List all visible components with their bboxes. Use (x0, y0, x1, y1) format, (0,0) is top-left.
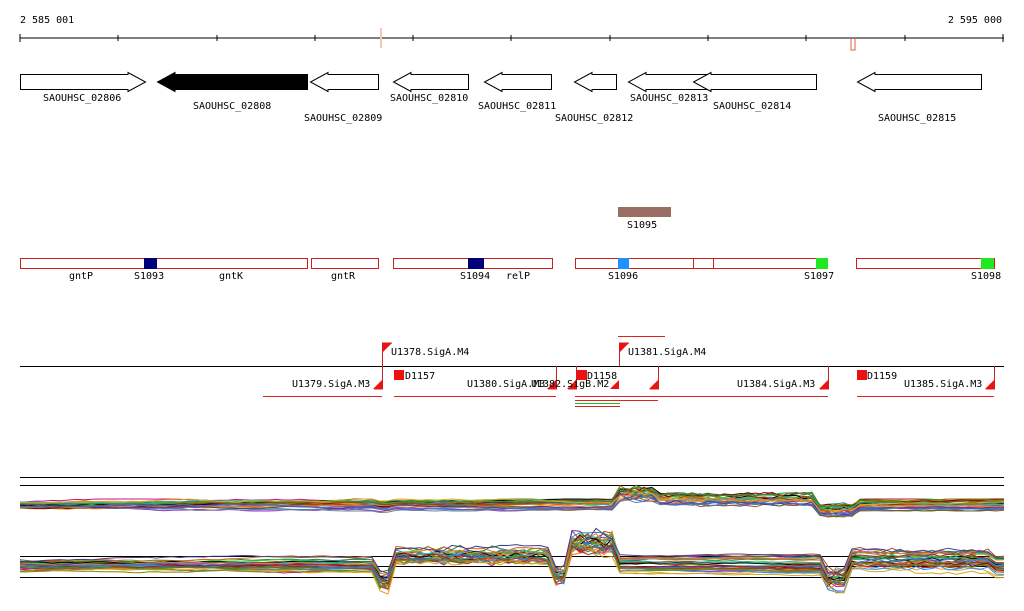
expression-trace (19, 540, 1005, 589)
segment-block[interactable] (468, 258, 484, 269)
segment-block[interactable] (618, 258, 629, 269)
transcription-region[interactable] (575, 258, 694, 269)
gene-label: SAOUHSC_02809 (304, 113, 382, 124)
coordinate-ruler: 2 585 001 2 595 000 (19, 15, 1004, 51)
expression-trace (19, 534, 1005, 579)
gene-label: SAOUHSC_02810 (390, 93, 468, 104)
gene-arrow[interactable] (20, 71, 147, 93)
gene-arrow[interactable] (483, 71, 552, 93)
ruler-marker (850, 38, 856, 51)
segment-bar[interactable] (618, 207, 671, 217)
transcription-region[interactable] (20, 258, 308, 269)
gene-arrow[interactable] (392, 71, 469, 93)
promoter-box[interactable] (394, 370, 404, 380)
ruler-marker (380, 28, 382, 48)
transcription-region[interactable] (311, 258, 379, 269)
gene-arrow[interactable] (309, 71, 379, 93)
gene-label: SAOUHSC_02814 (713, 101, 791, 112)
d-label: D1157 (405, 371, 435, 382)
segment-label: S1097 (804, 271, 834, 282)
expression-trace (19, 527, 1005, 574)
region-label: gntK (219, 271, 243, 282)
gene-arrow[interactable] (856, 71, 982, 93)
expression-trace (19, 543, 1005, 595)
region-label: relP (506, 271, 530, 282)
gene-label: SAOUHSC_02815 (878, 113, 956, 124)
expression-trace (20, 543, 1005, 589)
gene-arrow[interactable] (573, 71, 617, 93)
segment-track: S1095 gntP gntK gntR relP S1093 S1094 S1… (20, 207, 1001, 282)
transcription-region[interactable] (713, 258, 828, 269)
promoter-label: U1380.SigA.M3 (467, 379, 545, 390)
promoter-label: U1379.SigA.M3 (292, 379, 370, 390)
d-label: D1158 (587, 371, 617, 382)
promoter-track: U1378.SigA.M4 U1381.SigA.M4 U1379.SigA.M… (20, 336, 1004, 407)
segment-block[interactable] (144, 258, 157, 269)
scale-start-label: 2 585 001 (20, 15, 74, 26)
segment-label: S1096 (608, 271, 638, 282)
expression-trace (19, 530, 1005, 578)
segment-block[interactable] (816, 258, 828, 269)
gene-label: SAOUHSC_02806 (43, 93, 121, 104)
region-label: gntR (331, 271, 356, 282)
promoter-label: U1385.SigA.M3 (904, 379, 982, 390)
gene-label: SAOUHSC_02813 (630, 93, 708, 104)
d-label: D1159 (867, 371, 897, 382)
scale-end-label: 2 595 000 (948, 15, 1002, 26)
expression-trace (19, 487, 1005, 509)
promoter-label: U1378.SigA.M4 (391, 347, 469, 358)
gene-track (20, 71, 982, 93)
segment-label: S1098 (971, 271, 1001, 282)
gene-arrow[interactable] (156, 71, 308, 93)
transcription-region[interactable] (856, 258, 995, 269)
expression-trace (19, 488, 1004, 512)
expression-trace (19, 496, 1005, 517)
expression-trace (19, 485, 1005, 507)
promoter-box[interactable] (577, 370, 587, 380)
gene-arrow[interactable] (627, 71, 710, 93)
gene-label: SAOUHSC_02808 (193, 101, 271, 112)
segment-label: S1094 (460, 271, 490, 282)
expression-profile-panel (19, 527, 1005, 595)
segment-block[interactable] (981, 258, 994, 269)
promoter-label: U1381.SigA.M4 (628, 347, 706, 358)
segment-label: S1095 (627, 220, 657, 231)
gene-label: SAOUHSC_02811 (478, 101, 556, 112)
gene-arrow[interactable] (692, 71, 817, 93)
promoter-box[interactable] (857, 370, 867, 380)
region-label: gntP (69, 271, 93, 282)
segment-label: S1093 (134, 271, 164, 282)
expression-profile-panel (19, 477, 1005, 518)
expression-trace (19, 489, 1005, 513)
promoter-label: U1384.SigA.M3 (737, 379, 815, 390)
gene-labels: SAOUHSC_02806 SAOUHSC_02808 SAOUHSC_0280… (43, 93, 956, 124)
gene-label: SAOUHSC_02812 (555, 113, 633, 124)
transcription-region[interactable] (693, 258, 714, 269)
promoter-label: U1382.SigB.M2 (531, 379, 609, 390)
